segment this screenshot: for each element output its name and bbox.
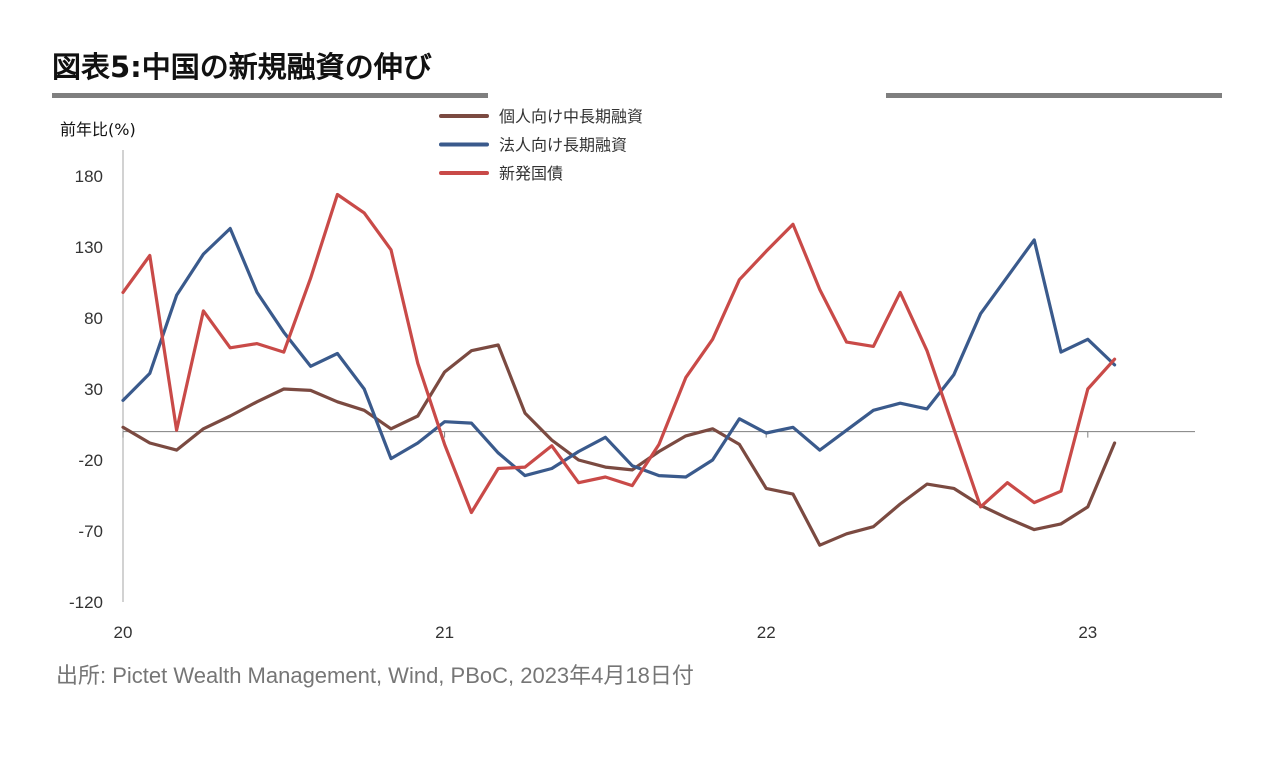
y-tick-label: -20 bbox=[78, 451, 103, 470]
y-axis-label: 前年比(%) bbox=[60, 120, 136, 139]
y-tick-label: -70 bbox=[78, 522, 103, 541]
y-tick-label: 130 bbox=[75, 238, 103, 257]
series-line-2 bbox=[121, 226, 1117, 479]
y-tick-label: -120 bbox=[69, 593, 103, 612]
legend-background bbox=[488, 93, 886, 98]
legend-label: 法人向け長期融資 bbox=[499, 136, 627, 155]
x-tick-label: 22 bbox=[757, 623, 776, 642]
series-line-1 bbox=[121, 343, 1117, 547]
x-tick-label: 21 bbox=[435, 623, 454, 642]
chart-title: 図表5:中国の新規融資の伸び bbox=[52, 50, 432, 84]
x-tick-labels: 20 21 22 23 bbox=[114, 623, 1098, 642]
series-lines bbox=[121, 192, 1117, 547]
x-tick-label: 23 bbox=[1078, 623, 1097, 642]
y-tick-label: 80 bbox=[84, 309, 103, 328]
series-line-3 bbox=[121, 192, 1117, 515]
axes bbox=[122, 150, 1195, 602]
y-tick-label: 180 bbox=[75, 167, 103, 186]
legend-label: 新発国債 bbox=[499, 164, 563, 183]
legend-label: 個人向け中長期融資 bbox=[499, 107, 643, 126]
y-tick-label: 30 bbox=[84, 380, 103, 399]
y-tick-labels: 180 130 80 30 -20 -70 -120 bbox=[69, 167, 103, 612]
source-note: 出所: Pictet Wealth Management, Wind, PBoC… bbox=[56, 663, 694, 688]
x-tick-label: 20 bbox=[114, 623, 133, 642]
